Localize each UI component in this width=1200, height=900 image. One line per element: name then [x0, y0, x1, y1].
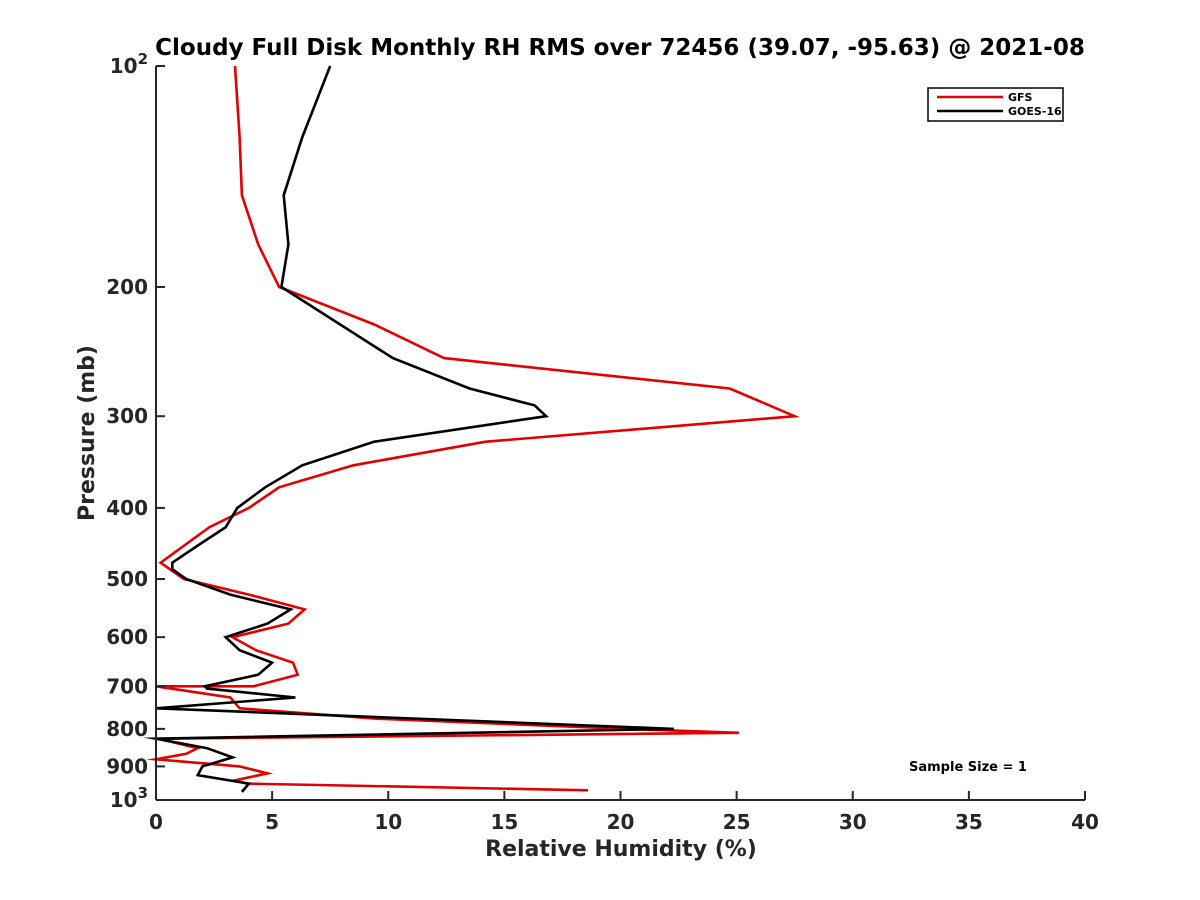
x-tick-label: 35	[955, 810, 983, 834]
series-line-gfs	[146, 65, 801, 792]
sample-size-annotation: Sample Size = 1	[909, 760, 1027, 775]
y-tick-label: 800	[106, 717, 148, 741]
series-line-goes-16	[143, 65, 674, 793]
chart-title: Cloudy Full Disk Monthly RH RMS over 724…	[155, 35, 1085, 61]
y-tick-label: 400	[106, 496, 148, 520]
x-tick-label: 10	[374, 810, 402, 834]
y-tick-label: 900	[106, 754, 148, 778]
plot-area: 0 5 10 15 20 25 30 35 40 102 200 300 400 500 600 700 800…	[106, 50, 1099, 834]
series-layer	[143, 65, 801, 793]
y-tick-label: 102	[110, 50, 148, 78]
y-axis-title: Pressure (mb)	[75, 345, 100, 521]
y-tick-label: 500	[106, 567, 148, 591]
x-tick-label: 15	[490, 810, 518, 834]
x-tick-label: 40	[1071, 810, 1099, 834]
y-tick-label: 300	[106, 404, 148, 428]
x-tick-label: 0	[149, 810, 163, 834]
x-tick-label: 25	[723, 810, 751, 834]
legend-label: GFS	[1008, 91, 1033, 104]
y-tick-label: 600	[106, 625, 148, 649]
y-tick-label: 103	[110, 784, 148, 812]
legend-label: GOES-16	[1008, 105, 1062, 118]
x-axis-title: Relative Humidity (%)	[485, 837, 757, 862]
legend-box	[927, 87, 1064, 122]
axes-layer: 0 5 10 15 20 25 30 35 40 102 200 300 400 500 600 700 800…	[106, 50, 1099, 834]
y-tick-label: 700	[106, 674, 148, 698]
x-tick-label: 20	[607, 810, 635, 834]
y-tick-label: 200	[106, 275, 148, 299]
x-tick-label: 30	[839, 810, 867, 834]
x-tick-label: 5	[265, 810, 279, 834]
